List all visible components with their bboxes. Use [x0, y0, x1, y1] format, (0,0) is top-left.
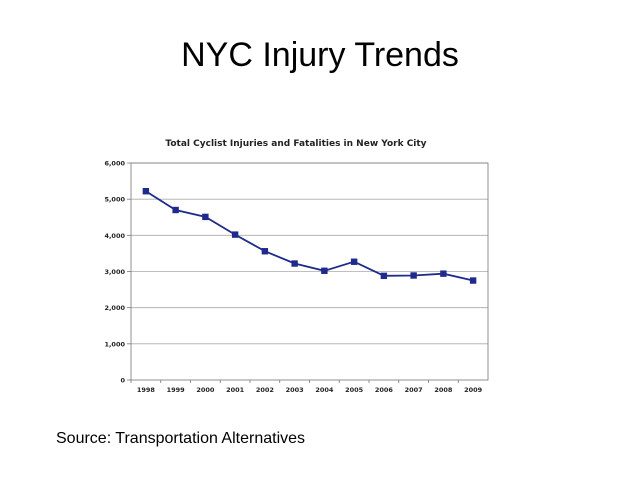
y-tick-label: 6,000	[104, 160, 125, 168]
y-tick-label: 5,000	[104, 196, 125, 204]
data-point-2006	[380, 272, 388, 280]
x-tick-label: 2000	[196, 386, 215, 394]
series-cyclist-injuries	[142, 188, 477, 284]
data-point-1999	[172, 206, 179, 214]
line-chart: Total Cyclist Injuries and Fatalities in…	[0, 128, 640, 400]
slide-title: NYC Injury Trends	[181, 36, 459, 74]
x-tick-label: 1999	[167, 386, 186, 394]
chart-svg: Total Cyclist Injuries and Fatalities in…	[104, 139, 489, 394]
x-tick-label: 2006	[375, 386, 394, 394]
x-tick-label: 2001	[226, 386, 245, 394]
data-point-2002	[261, 248, 269, 255]
data-point-2000	[202, 213, 209, 221]
data-point-2001	[231, 231, 239, 238]
x-tick-label: 2009	[464, 386, 483, 394]
axes	[127, 162, 489, 383]
x-tick-label: 2007	[405, 386, 423, 394]
x-tick-label: 2002	[256, 386, 274, 394]
grid-lines	[131, 162, 488, 345]
series-line	[145, 190, 474, 282]
data-point-1998	[142, 188, 150, 195]
y-tick-label: 2,000	[104, 304, 125, 312]
y-tick-label: 1,000	[104, 340, 125, 348]
x-tick-labels: 1998 1999 2000 2001 2002 2003 2004 2005 2006 2007…	[137, 386, 483, 394]
chart-title: Total Cyclist Injuries and Fatalities in…	[165, 139, 426, 149]
data-point-2008	[440, 270, 447, 277]
x-tick-label: 2005	[345, 386, 364, 394]
data-point-2003	[291, 260, 298, 267]
data-point-2005	[350, 258, 358, 265]
x-tick-label: 1998	[137, 386, 156, 394]
x-tick-label: 2004	[315, 386, 334, 394]
y-tick-label: 0	[120, 377, 125, 385]
y-tick-label: 3,000	[104, 268, 125, 276]
source-note: Source: Transportation Alternatives	[56, 430, 306, 447]
x-tick-label: 2008	[434, 386, 453, 394]
data-point-2004	[321, 267, 328, 274]
data-point-2009	[469, 277, 477, 284]
data-point-2007	[410, 272, 417, 279]
x-tick-label: 2003	[286, 386, 304, 394]
y-tick-labels: 0 1,000 2,000 3,000 4,000 5,000 6,000	[104, 160, 125, 385]
y-tick-label: 4,000	[104, 232, 125, 240]
